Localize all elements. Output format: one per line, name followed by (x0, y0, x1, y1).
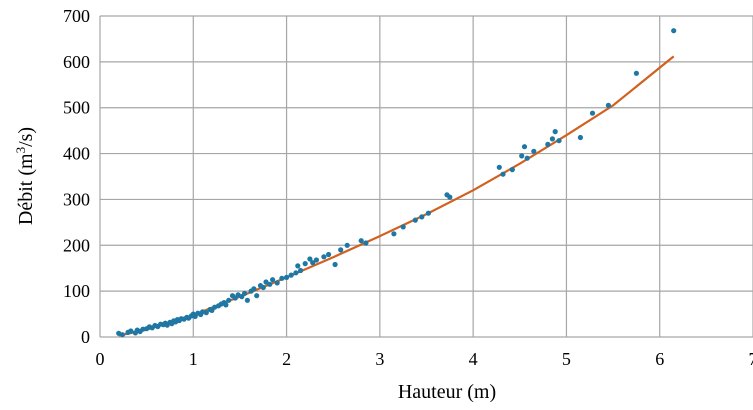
data-point (263, 279, 269, 285)
x-axis-title: Hauteur (m) (398, 381, 496, 403)
y-tick-label: 600 (63, 52, 90, 72)
data-point (671, 28, 677, 34)
data-point (307, 256, 313, 262)
data-point (496, 164, 502, 170)
data-point (419, 214, 425, 220)
x-tick-label: 1 (189, 349, 198, 369)
data-point (293, 270, 299, 276)
data-point (531, 148, 537, 154)
y-tick-label: 400 (63, 144, 90, 164)
y-tick-label: 200 (63, 235, 90, 255)
data-point (288, 272, 294, 278)
data-point (577, 134, 584, 141)
data-point (326, 251, 332, 258)
grid (99, 15, 753, 338)
data-point (313, 257, 319, 263)
x-tick-label: 3 (375, 349, 384, 369)
fit-curve-layer (118, 55, 675, 337)
data-point (295, 263, 301, 269)
data-point (605, 102, 612, 108)
x-tick-label: 6 (655, 349, 664, 369)
data-point (556, 138, 562, 144)
x-tick-label: 2 (282, 349, 291, 369)
data-point (203, 310, 209, 316)
data-point (251, 286, 257, 292)
data-point (400, 224, 406, 230)
data-point (589, 110, 596, 116)
data-point (260, 284, 266, 291)
y-tick-label: 100 (63, 281, 90, 301)
x-tick-label: 0 (96, 349, 105, 369)
data-point (270, 277, 276, 283)
y-axis-title-main: Débit (m (15, 153, 37, 225)
y-tick-label: 0 (81, 327, 90, 347)
data-point (545, 141, 551, 147)
data-point (284, 274, 290, 280)
data-point (274, 280, 280, 286)
data-point (519, 153, 525, 159)
data-point (358, 238, 364, 244)
data-point (509, 167, 515, 173)
data-point (391, 231, 397, 237)
data-point (119, 332, 125, 338)
data-point (363, 240, 369, 246)
data-point (412, 217, 418, 223)
x-tick-label: 7 (749, 349, 753, 369)
data-point (244, 297, 250, 303)
y-tick-label: 700 (63, 6, 90, 26)
x-tick-label: 4 (469, 349, 478, 369)
data-point (344, 242, 350, 248)
data-point (633, 70, 640, 76)
data-point (447, 194, 453, 200)
data-point (310, 260, 316, 266)
data-point (552, 129, 558, 135)
data-point (223, 302, 229, 308)
y-axis-title: Débit (m3/s) (13, 127, 37, 225)
x-tick-label: 5 (562, 349, 571, 369)
y-axis-title-unit: /s) (15, 127, 37, 147)
y-tick-label: 300 (63, 189, 90, 209)
fit-curve (118, 55, 675, 337)
data-point (302, 261, 308, 267)
data-point (521, 144, 528, 150)
x-axis-tick-labels: 0 1 2 3 4 5 6 7 (96, 349, 753, 369)
data-point (524, 155, 530, 161)
data-point (298, 267, 304, 274)
data-points-layer (116, 28, 677, 338)
data-point (332, 261, 338, 268)
data-point (128, 328, 134, 334)
data-point (226, 297, 232, 303)
y-axis-title-superscript: 3 (13, 147, 28, 154)
data-point (338, 247, 344, 253)
y-axis-tick-labels: 0 100 200 300 400 500 600 700 (63, 6, 90, 347)
data-point (321, 254, 327, 260)
data-point (242, 290, 248, 296)
data-point (254, 293, 260, 299)
data-point (279, 275, 285, 281)
y-tick-label: 500 (63, 98, 90, 118)
data-point (267, 281, 273, 287)
data-point (425, 210, 431, 216)
data-point (500, 171, 506, 177)
data-point (549, 136, 556, 142)
